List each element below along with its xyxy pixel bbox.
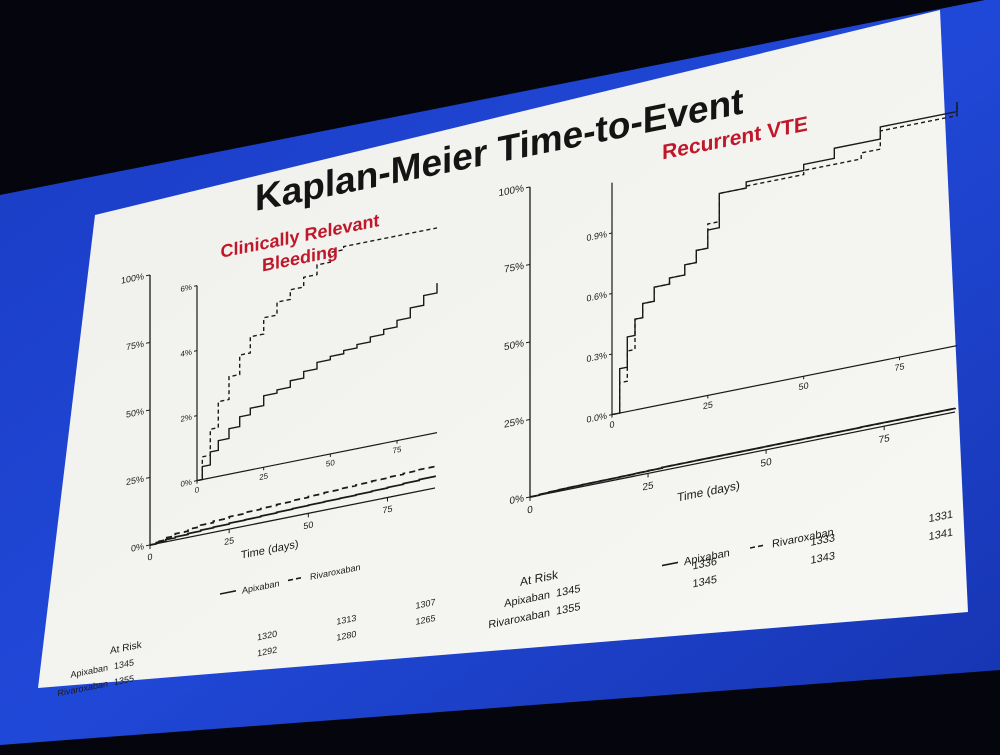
inset-y-tick-mark <box>609 232 612 235</box>
at-risk-value: 1355 <box>556 601 580 618</box>
at-risk-value: 1280 <box>336 629 356 643</box>
at-risk-value: 1343 <box>811 550 835 567</box>
inset-y-tick-mark <box>194 285 197 287</box>
y-tick-mark <box>146 341 150 344</box>
slide-surface <box>38 10 968 688</box>
at-risk-value: 1313 <box>336 613 356 627</box>
y-tick-mark <box>526 186 530 189</box>
x-tick-label: 75 <box>382 504 392 516</box>
y-tick-label: 100% <box>498 183 524 199</box>
legend-swatch-apixaban <box>662 561 678 567</box>
x-tick-label: 50 <box>761 457 772 470</box>
at-risk-value: 1345 <box>114 657 134 671</box>
inset-x-tick-label: 50 <box>326 458 335 469</box>
inset-y-tick-label: 4% <box>180 348 192 359</box>
x-tick-label: 0 <box>147 552 152 563</box>
inset-x-tick-label: 0 <box>609 419 614 430</box>
y-tick-label: 25% <box>126 474 144 488</box>
at-risk-value: 1341 <box>929 526 953 543</box>
inset-y-tick-label: 2% <box>180 413 192 424</box>
y-tick-mark <box>146 476 150 479</box>
legend-swatch-rivaroxaban <box>750 543 766 549</box>
at-risk-value: 1336 <box>693 556 717 573</box>
legend-swatch-apixaban <box>220 589 236 595</box>
y-tick-mark <box>526 263 530 266</box>
y-tick-label: 0% <box>131 541 144 554</box>
inset-y-tick-label: 0% <box>180 478 192 489</box>
x-tick-label: 25 <box>224 535 234 547</box>
y-tick-mark <box>146 274 150 277</box>
at-risk-value: 1307 <box>415 597 435 611</box>
inset-curve-rivaroxaban <box>197 227 437 482</box>
y-tick-label: 100% <box>121 271 144 285</box>
at-risk-value: 1320 <box>257 629 277 643</box>
legend-swatch-rivaroxaban <box>288 576 304 582</box>
y-tick-label: 75% <box>504 261 524 276</box>
x-tick-label: 50 <box>303 519 313 531</box>
y-tick-label: 50% <box>504 338 524 353</box>
at-risk-value: 1292 <box>257 645 277 659</box>
inset-y-tick-label: 0.3% <box>587 350 607 364</box>
inset-x-tick-label: 75 <box>894 361 904 373</box>
at-risk-value: 1345 <box>556 583 580 600</box>
y-tick-label: 50% <box>126 406 144 420</box>
inset-y-tick-mark <box>609 353 612 356</box>
inset-x-tick-label: 75 <box>393 445 402 456</box>
inset-x-tick-label: 50 <box>799 380 809 392</box>
inset-curve-rivaroxaban <box>612 101 958 416</box>
inset-y-tick-mark <box>194 415 197 417</box>
inset-y-tick-mark <box>609 293 612 295</box>
main-curve-apixaban <box>150 475 436 546</box>
y-tick-label: 0% <box>510 493 524 507</box>
y-tick-mark <box>146 409 150 412</box>
at-risk-value: 1331 <box>929 508 953 525</box>
at-risk-value: 1345 <box>693 574 717 591</box>
main-curve-rivaroxaban <box>150 465 436 546</box>
inset-curve-apixaban <box>197 282 438 482</box>
y-tick-label: 25% <box>504 416 524 431</box>
inset-y-tick-label: 0.9% <box>587 229 607 243</box>
x-tick-label: 0 <box>527 504 533 516</box>
inset-y-tick-label: 0.0% <box>587 411 607 425</box>
y-tick-mark <box>526 496 530 499</box>
main-curve-rivaroxaban <box>530 407 956 498</box>
x-tick-label: 75 <box>879 433 890 446</box>
inset-y-tick-mark <box>194 350 197 352</box>
inset-x-tick-label: 25 <box>259 471 268 482</box>
inset-x-tick-label: 25 <box>703 400 713 412</box>
at-risk-value: 1333 <box>811 532 835 549</box>
inset-y-tick-label: 6% <box>180 283 192 294</box>
inset-x-tick-label: 0 <box>195 485 200 495</box>
y-tick-mark <box>146 544 150 547</box>
y-tick-label: 75% <box>126 339 144 353</box>
x-tick-label: 25 <box>643 480 654 493</box>
at-risk-value: 1265 <box>415 613 435 627</box>
at-risk-value: 1355 <box>114 673 134 687</box>
y-tick-mark <box>526 341 530 344</box>
y-tick-mark <box>526 418 530 421</box>
inset-y-tick-label: 0.6% <box>587 290 607 304</box>
